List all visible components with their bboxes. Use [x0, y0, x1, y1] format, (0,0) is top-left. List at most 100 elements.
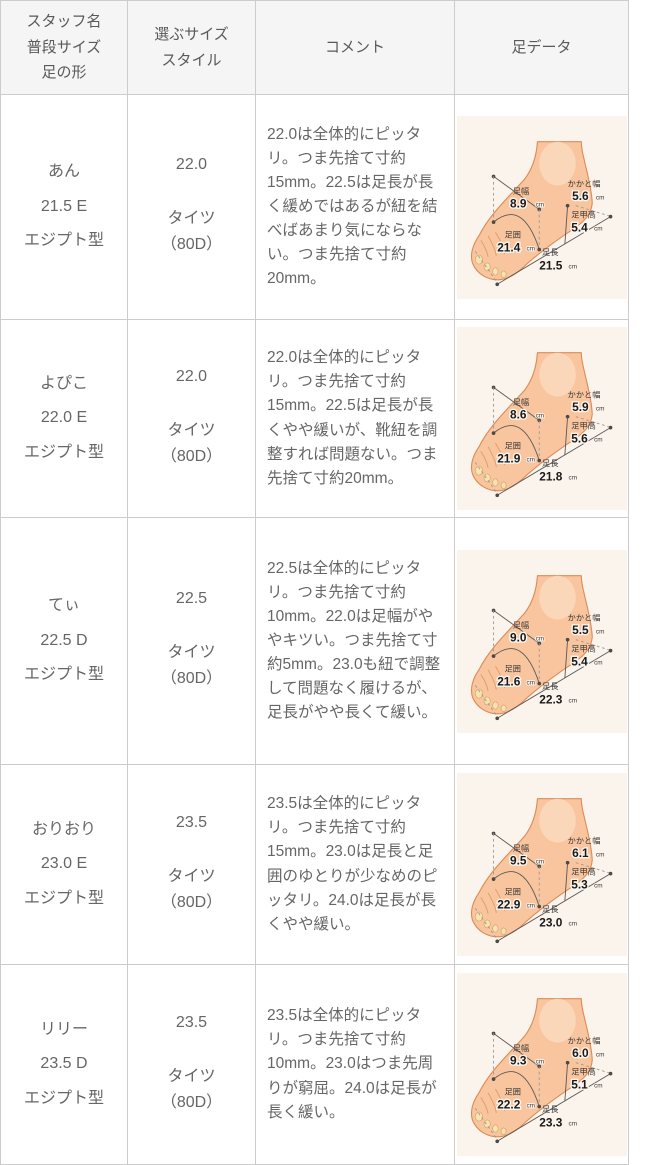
- foot-width-label: 足幅: [512, 1043, 528, 1053]
- unit-label: cm: [568, 1121, 577, 1128]
- circumference-value: 22.2: [497, 1097, 521, 1111]
- unit-label: cm: [526, 1102, 535, 1109]
- unit-label: cm: [535, 413, 544, 420]
- staff-foot-shape: エジプト型: [23, 443, 104, 461]
- foot-data-cell: 足幅 9.3 cm かかと幅 6.0 cm 足甲高 5.1 cm 足囲 22.2…: [454, 964, 629, 1165]
- unit-label: cm: [526, 902, 535, 909]
- instep-height-value: 5.4: [571, 654, 588, 668]
- circumference-value: 21.9: [497, 451, 521, 465]
- foot-data-cell: 足幅 8.9 cm かかと幅 5.6 cm 足甲高 5.4 cm 足囲 21.4…: [454, 94, 629, 320]
- instep-height-value: 5.6: [571, 431, 588, 445]
- length-label: 足長: [541, 1105, 557, 1114]
- chosen-size-cell: 23.5 タイツ （80D）: [127, 764, 256, 965]
- instep-height-label: 足甲高: [571, 643, 596, 653]
- measurement-annotations: 足幅 8.9 cm かかと幅 5.6 cm 足甲高 5.4 cm 足囲 21.4…: [474, 174, 612, 286]
- foot-width-label: 足幅: [512, 397, 528, 407]
- staff-cell: あん 21.5 E エジプト型: [0, 94, 128, 320]
- staff-cell: てぃ 22.5 D エジプト型: [0, 517, 128, 765]
- staff-usual-size: 23.0 E: [40, 855, 88, 873]
- heel-width-value: 5.6: [572, 189, 589, 203]
- style-name: タイツ: [167, 421, 216, 439]
- staff-usual-size: 22.5 D: [40, 631, 88, 649]
- style-name: タイツ: [167, 867, 216, 885]
- length-value: 22.3: [539, 692, 563, 706]
- unit-label: cm: [595, 194, 604, 201]
- staff-name: よぴこ: [39, 374, 88, 392]
- unit-label: cm: [568, 475, 577, 482]
- staff-cell: リリー 23.5 D エジプト型: [0, 964, 128, 1165]
- circumference-label: 足囲: [504, 442, 520, 451]
- instep-height-label: 足甲高: [571, 1067, 596, 1077]
- chosen-size: 23.5: [175, 1013, 208, 1031]
- unit-label: cm: [568, 921, 577, 928]
- circumference-label: 足囲: [504, 230, 520, 239]
- unit-label: cm: [568, 697, 577, 704]
- unit-label: cm: [595, 628, 604, 635]
- header-row: スタッフ名 普段サイズ 足の形 選ぶサイズ スタイル コメント 足データ: [0, 0, 629, 95]
- instep-height-value: 5.4: [571, 220, 588, 234]
- foot-diagram: 足幅 9.5 cm かかと幅 6.1 cm 足甲高 5.3 cm 足囲 22.9…: [456, 773, 627, 956]
- style-name: タイツ: [167, 1067, 216, 1085]
- header-size-line: スタイル: [161, 51, 222, 69]
- circumference-value: 21.4: [497, 240, 521, 254]
- length-value: 21.8: [539, 470, 563, 484]
- heel-width-value: 6.1: [572, 846, 589, 860]
- chosen-size: 23.5: [175, 813, 208, 831]
- staff-name: おりおり: [31, 820, 96, 838]
- foot-width-label: 足幅: [512, 185, 528, 195]
- circumference-value: 22.9: [497, 897, 521, 911]
- header-staff-line: 足の形: [41, 64, 87, 82]
- staff-usual-size: 23.5 D: [40, 1055, 88, 1073]
- unit-label: cm: [595, 1051, 604, 1058]
- foot-data-cell: 足幅 9.0 cm かかと幅 5.5 cm 足甲高 5.4 cm 足囲 21.6…: [454, 517, 629, 765]
- instep-height-label: 足甲高: [571, 867, 596, 877]
- unit-label: cm: [595, 405, 604, 412]
- foot-width-label: 足幅: [512, 619, 528, 629]
- comment-cell: 22.0は全体的にピッタリ。つま先捨て寸約15mm。22.5は足長が長く緩めでは…: [255, 94, 455, 320]
- foot-illustration: [470, 574, 593, 714]
- foot-diagram: 足幅 8.6 cm かかと幅 5.9 cm 足甲高 5.6 cm 足囲 21.9…: [456, 327, 627, 510]
- unit-label: cm: [594, 659, 603, 666]
- staff-name: あん: [47, 163, 80, 181]
- chosen-size: 22.0: [175, 156, 208, 174]
- chosen-size: 22.0: [175, 367, 208, 385]
- length-value: 23.3: [539, 1116, 563, 1130]
- length-value: 21.5: [539, 258, 563, 272]
- unit-label: cm: [526, 456, 535, 463]
- length-label: 足長: [541, 248, 557, 257]
- length-label: 足長: [541, 905, 557, 914]
- header-staff: スタッフ名 普段サイズ 足の形: [0, 0, 128, 95]
- heel-width-label: かかと幅: [567, 389, 600, 399]
- staff-foot-shape: エジプト型: [23, 889, 104, 907]
- table-row: てぃ 22.5 D エジプト型 22.5 タイツ （80D） 22.5は全体的に…: [0, 517, 629, 765]
- length-label: 足長: [541, 459, 557, 468]
- circumference-value: 21.6: [497, 674, 521, 688]
- heel-width-value: 6.0: [572, 1046, 589, 1060]
- instep-height-value: 5.1: [571, 1077, 588, 1091]
- staff-foot-shape: エジプト型: [23, 1089, 104, 1107]
- unit-label: cm: [526, 679, 535, 686]
- heel-width-label: かかと幅: [567, 835, 600, 845]
- style-detail: （80D）: [160, 893, 223, 911]
- staff-usual-size: 22.0 E: [40, 409, 88, 427]
- style-name: タイツ: [167, 210, 216, 227]
- foot-width-value: 9.5: [510, 854, 527, 868]
- foot-width-value: 8.6: [510, 408, 527, 422]
- unit-label: cm: [535, 1059, 544, 1066]
- chosen-size-cell: 22.0 タイツ （80D）: [127, 94, 256, 320]
- style-name: タイツ: [167, 644, 216, 661]
- size-review-table: スタッフ名 普段サイズ 足の形 選ぶサイズ スタイル コメント 足データ あん …: [0, 0, 629, 1165]
- header-comment: コメント: [255, 0, 455, 95]
- unit-label: cm: [535, 635, 544, 642]
- unit-label: cm: [526, 245, 535, 252]
- chosen-size-cell: 22.0 タイツ （80D）: [127, 319, 256, 518]
- circumference-label: 足囲: [504, 664, 520, 673]
- comment-cell: 23.5は全体的にピッタリ。つま先捨て寸約15mm。23.0は足長と足囲のゆとり…: [255, 764, 455, 965]
- foot-illustration: [470, 998, 593, 1138]
- measurement-annotations: 足幅 8.6 cm かかと幅 5.9 cm 足甲高 5.6 cm 足囲 21.9…: [474, 385, 612, 498]
- measurement-annotations: 足幅 9.0 cm かかと幅 5.5 cm 足甲高 5.4 cm 足囲 21.6…: [474, 608, 612, 720]
- foot-data-cell: 足幅 8.6 cm かかと幅 5.9 cm 足甲高 5.6 cm 足囲 21.9…: [454, 319, 629, 518]
- foot-diagram: 足幅 9.0 cm かかと幅 5.5 cm 足甲高 5.4 cm 足囲 21.6…: [456, 549, 627, 733]
- length-value: 23.0: [539, 916, 563, 930]
- style-detail: （80D）: [160, 447, 223, 465]
